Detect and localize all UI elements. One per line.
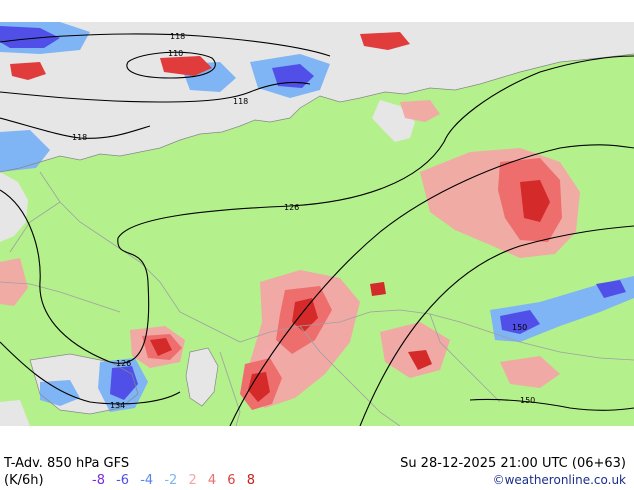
contour-label: 150 [512,323,527,332]
map-footer: T-Adv. 850 hPa GFS Su 28-12-2025 21:00 U… [0,426,634,490]
legend-item: 2 [188,473,197,488]
strong-cold-advection [0,26,626,400]
contour-118-mid [0,81,311,103]
contour-110-ring [126,51,216,79]
contour-118-west [0,117,151,139]
contour-label: 118 [72,133,87,142]
contour-label: 126 [116,359,131,368]
contour-label: 118 [170,32,185,41]
contour-142 [229,144,634,426]
coastlines [0,53,634,415]
legend-item: -4 [140,473,154,488]
legend-item: 4 [207,473,217,488]
contour-label: 150 [520,396,535,405]
contour-labels: 118 110 118 118 126 126 134 150 150 [72,32,535,410]
contour-118-north [0,33,331,57]
white-sea [372,100,415,142]
legend-item: 6 [227,473,236,488]
units-label: (K/6h) [4,473,44,488]
legend-item: -8 [92,473,105,488]
color-legend: -8 -6 -4 -2 2 4 6 8 [92,473,262,488]
map-title: T-Adv. 850 hPa GFS [4,456,130,471]
credit-link[interactable]: ©weatheronline.co.uk [492,473,626,487]
baltic-sea [0,172,28,242]
weather-map: 118 110 118 118 126 126 134 150 150 [0,22,634,426]
contour-134 [0,341,181,405]
contour-150 [359,225,634,426]
legend-item: -6 [116,473,130,488]
contour-label: 118 [233,97,248,106]
legend-item: -2 [164,473,178,488]
southern-sea [0,400,30,426]
contour-126-main [0,55,634,364]
arctic-sea [0,22,634,172]
contour-150-south [469,398,634,411]
geopotential-contours [0,33,634,426]
valid-time: Su 28-12-2025 21:00 UTC (06+63) [400,456,626,471]
very-strong-warm-advection [150,180,550,402]
legend-item: 8 [246,473,255,488]
contour-label: 110 [168,49,183,58]
contour-label: 126 [284,203,299,212]
contour-label: 134 [110,401,125,410]
caspian-sea [186,348,218,406]
warm-north [10,32,410,80]
